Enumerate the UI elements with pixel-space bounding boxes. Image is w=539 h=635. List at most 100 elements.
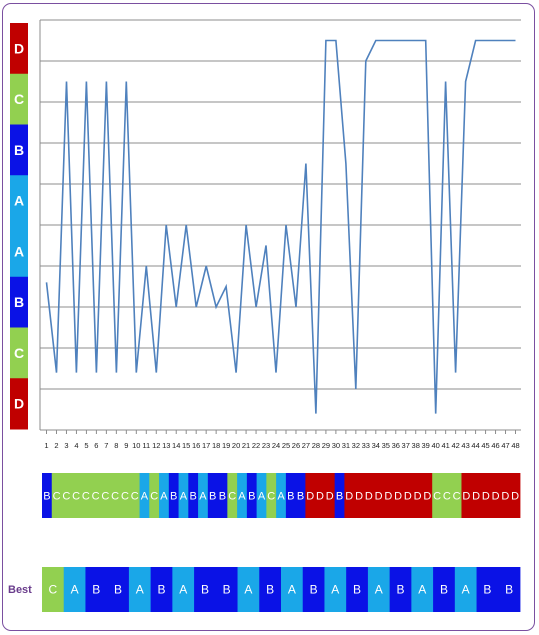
y-band-label-7: C — [14, 345, 24, 361]
sequence-label-29: D — [316, 491, 324, 503]
best-cell-10 — [237, 567, 260, 612]
sequence-cell-16 — [188, 473, 199, 518]
best-cell-7 — [172, 567, 195, 612]
y-axis-bands: D C B A A B C D — [10, 23, 28, 430]
sequence-label-15: A — [180, 491, 188, 503]
sequence-label-36: D — [384, 491, 392, 503]
sequence-label-6: C — [92, 491, 100, 503]
sequence-label-7: C — [101, 491, 109, 503]
sequence-cell-37 — [393, 473, 404, 518]
best-cell-17 — [389, 567, 412, 612]
sequence-cell-21 — [237, 473, 248, 518]
sequence-label-8: C — [111, 491, 119, 503]
sequence-cell-25 — [276, 473, 287, 518]
gridlines — [39, 19, 521, 434]
sequence-cell-13 — [159, 473, 170, 518]
y-band-4 — [10, 175, 28, 227]
x-tick-label-29: 29 — [322, 441, 330, 450]
sequence-label-18: B — [209, 491, 216, 503]
best-label-18: A — [418, 583, 426, 597]
x-tick-label-18: 18 — [212, 441, 220, 450]
sequence-label-32: D — [345, 491, 353, 503]
sequence-label-10: C — [131, 491, 139, 503]
sequence-label-34: D — [365, 491, 373, 503]
best-label-15: B — [353, 583, 361, 597]
sequence-cell-29 — [315, 473, 326, 518]
sequence-cell-44 — [461, 473, 472, 518]
best-label-4: B — [114, 583, 122, 597]
best-label-14: A — [331, 583, 339, 597]
sequence-cell-15 — [178, 473, 189, 518]
x-tick-label-35: 35 — [382, 441, 390, 450]
sequence-cell-12 — [149, 473, 160, 518]
x-tick-label-41: 41 — [441, 441, 449, 450]
sequence-label-35: D — [375, 491, 383, 503]
sequence-label-16: B — [190, 491, 197, 503]
x-tick-label-17: 17 — [202, 441, 210, 450]
best-cell-5 — [128, 567, 152, 612]
x-tick-label-37: 37 — [402, 441, 410, 450]
x-tick-label-3: 3 — [64, 441, 68, 450]
best-cell-22 — [498, 567, 521, 612]
best-cell-13 — [302, 567, 325, 612]
sequence-cell-31 — [334, 473, 345, 518]
y-band-7 — [10, 327, 28, 379]
sequence-cell-6 — [90, 473, 101, 518]
sequence-label-12: C — [150, 491, 158, 503]
best-label-17: B — [396, 583, 404, 597]
sequence-cell-17 — [198, 473, 209, 518]
y-band-2 — [10, 73, 28, 125]
best-cell-8 — [194, 567, 217, 612]
sequence-label-43: C — [453, 491, 461, 503]
sequence-label-40: D — [423, 491, 431, 503]
sequence-cell-23 — [256, 473, 267, 518]
sequence-cell-45 — [471, 473, 482, 518]
sequence-cell-5 — [81, 473, 92, 518]
sequence-cell-22 — [246, 473, 258, 518]
sequence-cell-24 — [266, 473, 277, 518]
best-label-10: A — [244, 583, 252, 597]
sequence-cell-41 — [432, 473, 443, 518]
x-tick-label-16: 16 — [192, 441, 200, 450]
x-tick-label-44: 44 — [471, 441, 479, 450]
sequence-label-37: D — [394, 491, 402, 503]
x-tick-label-38: 38 — [412, 441, 420, 450]
best-label-9: B — [223, 583, 231, 597]
x-tick-label-2: 2 — [54, 441, 58, 450]
best-label-3: B — [92, 583, 100, 597]
best-label-2: A — [71, 583, 79, 597]
best-cell-18 — [411, 567, 434, 612]
sequence-cell-32 — [344, 473, 355, 518]
sequence-label-45: D — [472, 491, 480, 503]
x-tick-label-7: 7 — [104, 441, 108, 450]
sequence-cell-40 — [422, 473, 433, 518]
sequence-cell-8 — [110, 473, 121, 518]
x-tick-label-21: 21 — [242, 441, 250, 450]
x-tick-label-10: 10 — [132, 441, 140, 450]
sequence-cell-34 — [363, 473, 375, 518]
sequence-cell-11 — [139, 473, 150, 518]
x-tick-label-42: 42 — [451, 441, 459, 450]
sequence-label-30: D — [326, 491, 334, 503]
sequence-cell-39 — [412, 473, 423, 518]
x-tick-label-28: 28 — [312, 441, 320, 450]
best-label-1: C — [49, 583, 58, 597]
y-band-6 — [10, 276, 28, 328]
x-tick-label-25: 25 — [282, 441, 290, 450]
sequence-cell-30 — [324, 473, 336, 518]
sequence-label-9: C — [121, 491, 129, 503]
x-tick-label-5: 5 — [84, 441, 88, 450]
sequence-cell-36 — [383, 473, 394, 518]
sequence-label-20: C — [228, 491, 236, 503]
sequence-cell-2 — [51, 473, 62, 518]
sequence-cell-33 — [354, 473, 365, 518]
sequence-label-38: D — [404, 491, 412, 503]
x-tick-label-12: 12 — [152, 441, 160, 450]
x-tick-label-24: 24 — [272, 441, 280, 450]
sequence-label-11: A — [141, 491, 149, 503]
sequence-cell-18 — [207, 473, 218, 518]
sequence-label-22: B — [248, 491, 255, 503]
y-band-1 — [10, 23, 28, 75]
best-cell-2 — [63, 567, 86, 612]
